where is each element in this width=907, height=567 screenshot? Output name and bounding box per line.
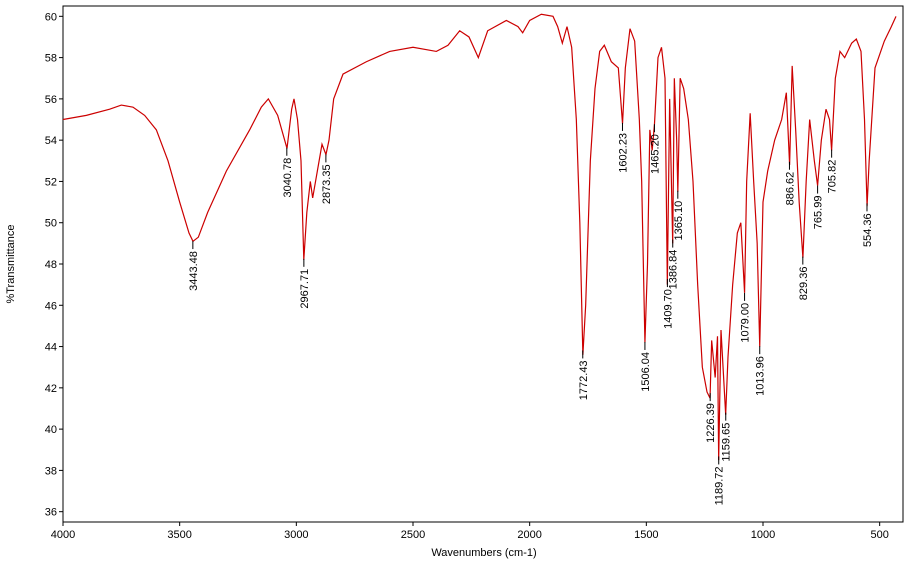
peak-label: 554.36 [862,213,874,247]
peak-label: 1506.04 [640,352,652,392]
spectrum-line [62,13,897,461]
peak-label: 3443.48 [188,251,200,291]
peak-label: 1226.39 [705,403,717,443]
peak-label: 1772.43 [578,360,590,400]
peak-label: 886.62 [784,172,796,206]
peak-label: 1386.84 [668,250,680,290]
peak-label: 829.36 [798,267,810,301]
peak-label: 765.99 [813,196,825,230]
peak-label: 1365.10 [673,201,685,241]
x-tick-label: 3500 [167,529,191,541]
y-tick-label: 50 [45,218,57,230]
peak-label: 1013.96 [755,356,767,396]
y-axis-label: %Transmittance [5,224,17,303]
y-tick-label: 56 [45,94,57,106]
y-tick-label: 46 [45,300,57,312]
peak-label: 2967.71 [299,269,311,309]
y-tick-label: 54 [45,135,57,147]
y-tick-label: 42 [45,383,57,395]
peak-label: 2873.35 [321,164,333,204]
y-tick-label: 60 [45,11,57,23]
x-tick-label: 2000 [517,529,541,541]
y-tick-label: 36 [45,507,57,519]
y-tick-label: 58 [45,53,57,65]
peak-label: 1409.70 [662,289,674,329]
y-tick-label: 40 [45,424,57,436]
peak-label: 705.82 [827,160,839,194]
y-tick-label: 38 [45,465,57,477]
peak-label: 1159.65 [721,423,733,462]
peak-label: 1189.72 [714,466,726,505]
peak-label: 1465.20 [649,134,661,174]
peak-label: 1079.00 [740,303,752,343]
x-axis-label: Wavenumbers (cm-1) [431,547,536,559]
peak-label: 1602.23 [617,133,629,173]
x-tick-label: 2500 [401,529,425,541]
x-tick-label: 3000 [284,529,308,541]
y-tick-label: 52 [45,176,57,188]
x-tick-label: 4000 [51,529,75,541]
peak-label: 3040.78 [282,158,294,198]
x-tick-label: 1000 [751,529,775,541]
x-tick-label: 1500 [634,529,658,541]
y-tick-label: 44 [45,342,57,354]
x-tick-label: 500 [870,529,888,541]
y-tick-label: 48 [45,259,57,271]
